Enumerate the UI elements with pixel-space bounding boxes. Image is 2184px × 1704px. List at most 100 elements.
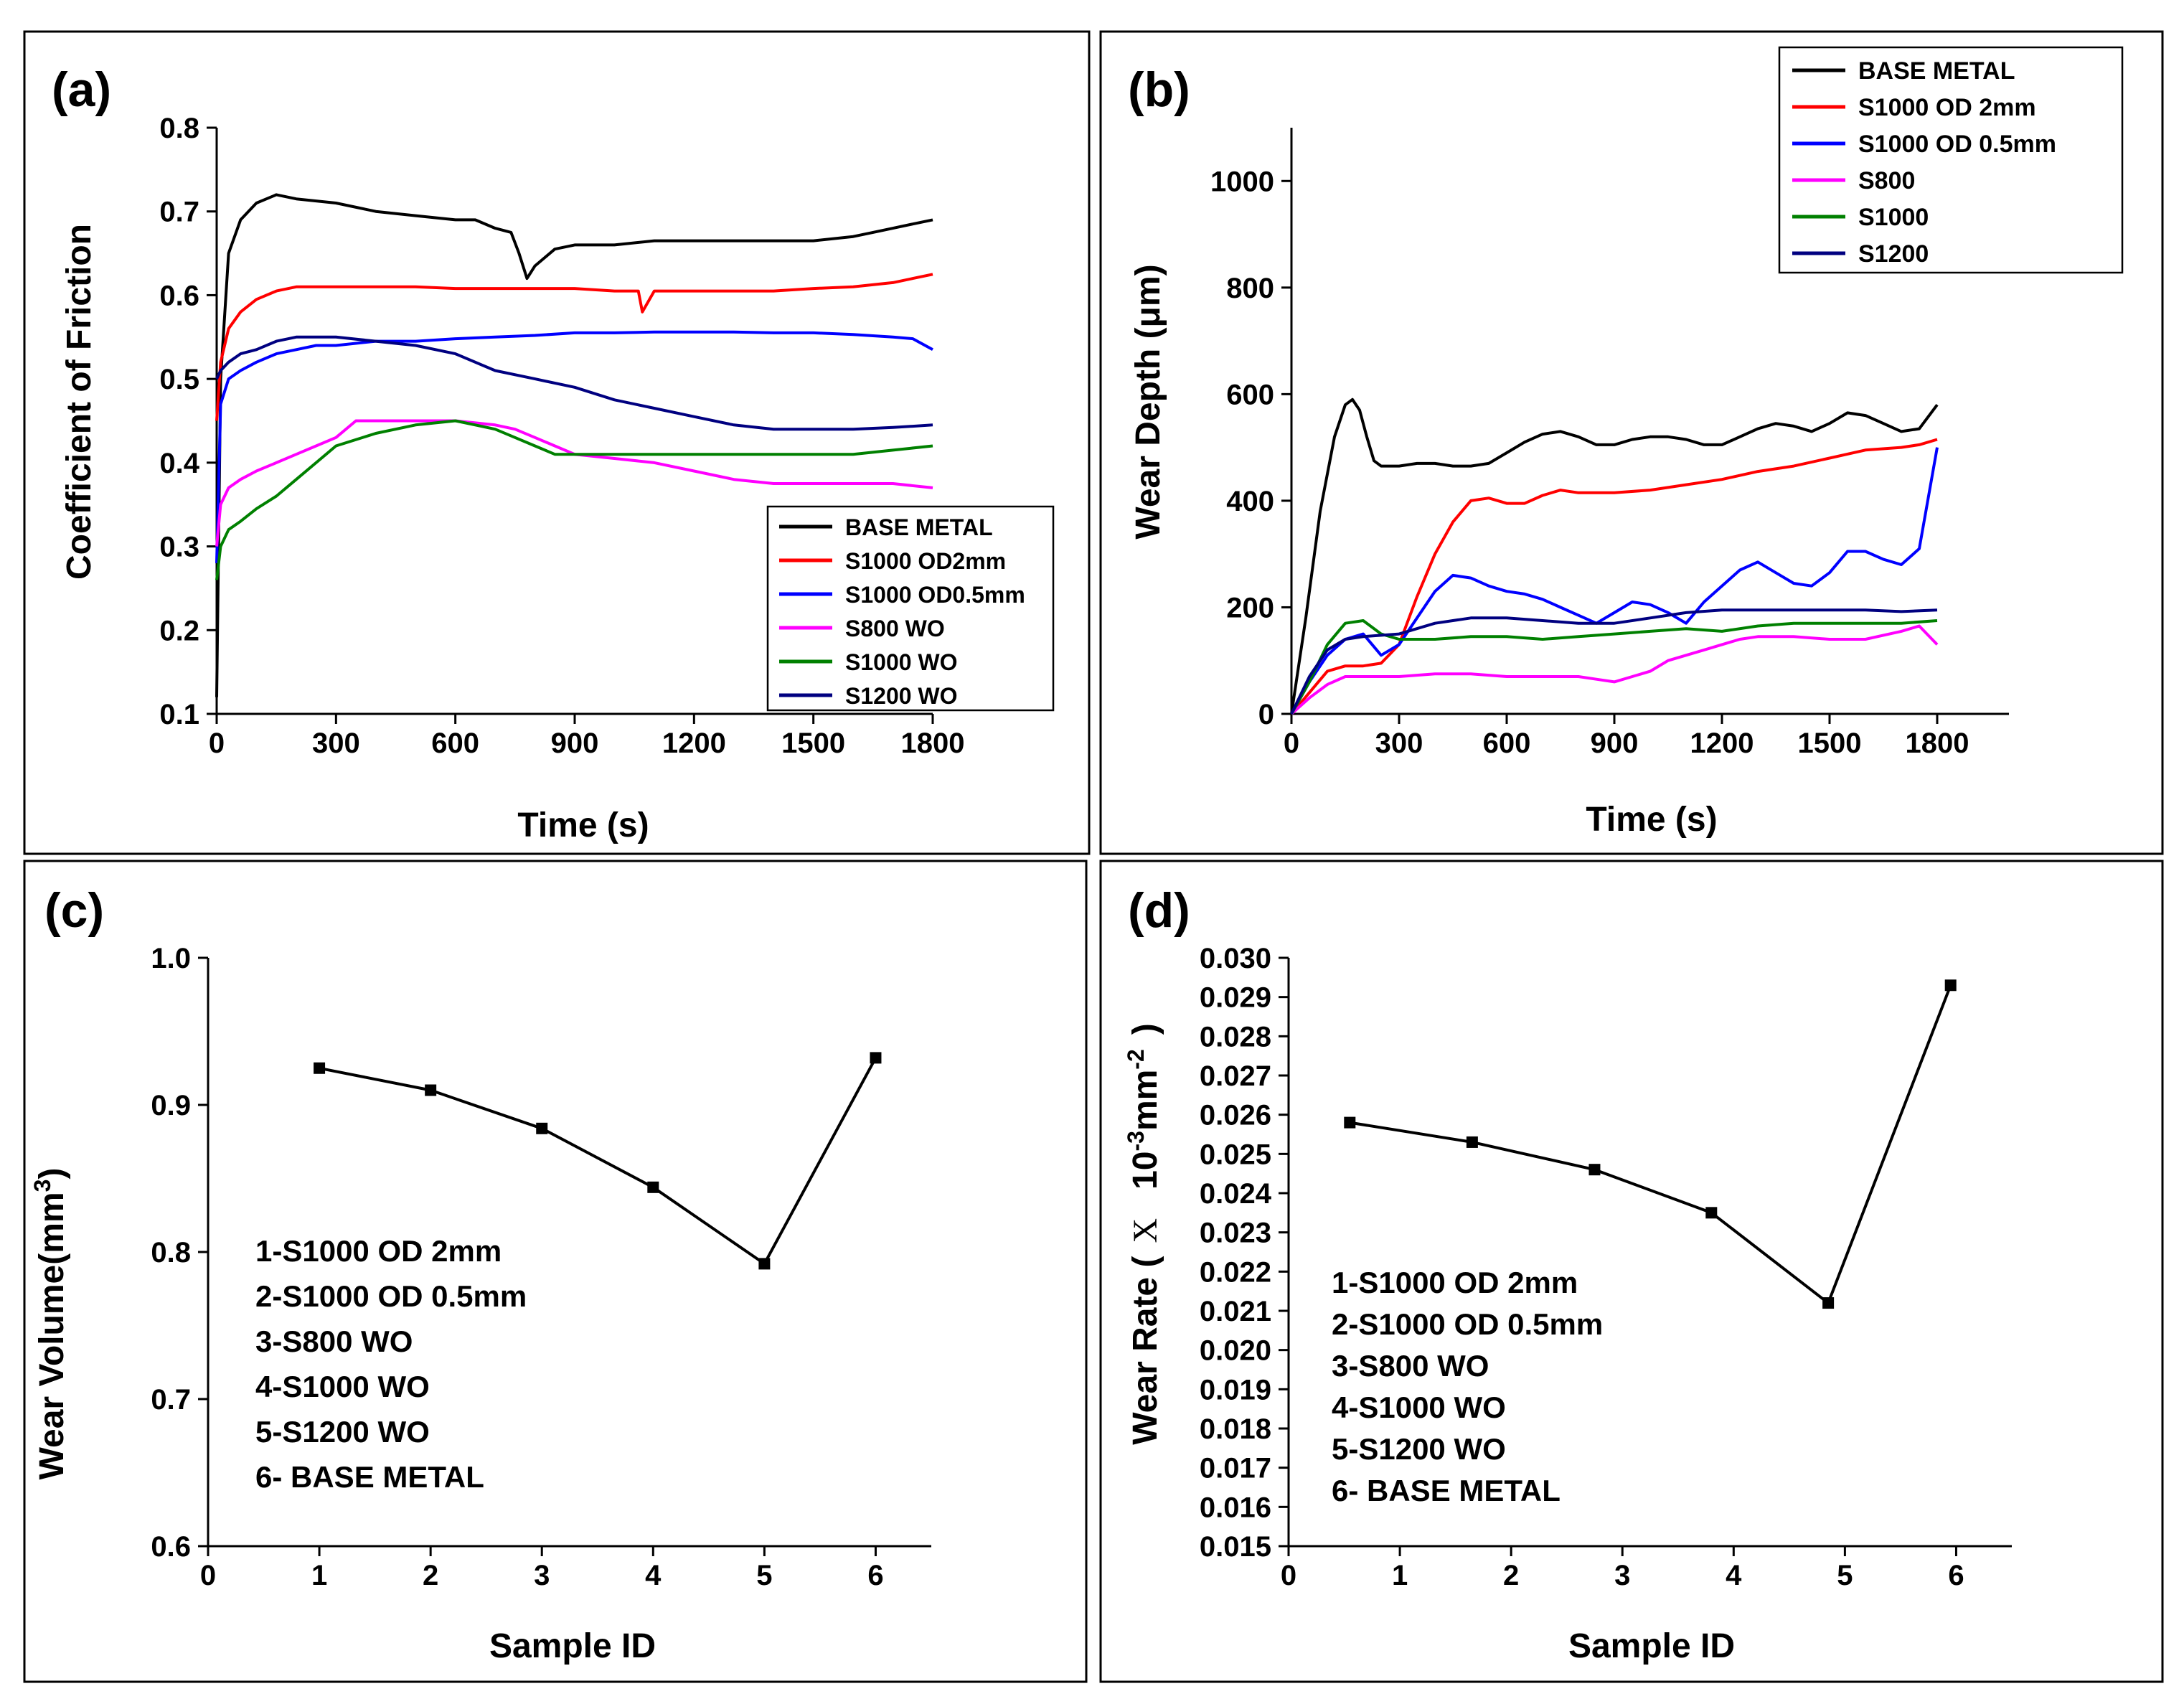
- panel-d-series-line: [1349, 984, 1952, 1305]
- panel-d-y-axis-title-x: X: [1126, 1218, 1164, 1243]
- panel-a-x-tick-label: 600: [431, 728, 479, 759]
- panel-b-series-s800: [1290, 624, 1939, 715]
- panel-d-point: [1588, 1164, 1601, 1176]
- panel-d-note: 3-S800 WO: [1332, 1349, 1489, 1383]
- panel-c-x-axis-title: Sample ID: [489, 1627, 656, 1665]
- panel-b-y-tick-label: 200: [1226, 592, 1274, 623]
- panel-c-x-tick-label: 2: [423, 1560, 438, 1591]
- panel-c-notes: 1-S1000 OD 2mm 2-S1000 OD 0.5mm 3-S800 WO 4…: [255, 1234, 527, 1494]
- panel-c-x-tick-label: 3: [534, 1560, 550, 1591]
- panel-d-point: [1344, 1116, 1356, 1129]
- panel-b-y-axis-title-unit: μm: [1129, 276, 1167, 327]
- panel-d-y-tick-label: 0.021: [1200, 1296, 1271, 1327]
- panel-c-y-axis-title-prefix: Wear Volume(mm: [33, 1192, 71, 1479]
- panel-b-legend-label-s1000-od-0-5mm: S1000 OD 0.5mm: [1858, 131, 2056, 158]
- panel-c-note: 3-S800 WO: [255, 1324, 413, 1358]
- panel-b-series-s1000-od-0-5mm: [1290, 447, 1939, 715]
- panel-c-note: 4-S1000 WO: [255, 1370, 430, 1403]
- panel-d-y-tick-label: 0.016: [1200, 1492, 1271, 1523]
- panel-d-point: [1944, 979, 1957, 992]
- panel-d-label: (d): [1128, 883, 1190, 938]
- panel-a-y-axis-title: Coefficient of Friction: [60, 224, 98, 580]
- panel-b-y-axis-title-suffix: ): [1129, 264, 1167, 276]
- panel-b-legend-box: [1778, 46, 2124, 274]
- panel-c-y-tick-label: 0.7: [151, 1384, 191, 1416]
- panel-d-note: 1-S1000 OD 2mm: [1332, 1266, 1578, 1299]
- panel-a-x-tick-label: 1800: [901, 728, 965, 759]
- panel-a-x-tick-label: 0: [209, 728, 225, 759]
- panel-d: (d) 0 1 2 3 4 5 6 0.015 0.016 0.017 0.018 0.019 0.02…: [1123, 883, 2012, 1665]
- panel-d-x-axis-title: Sample ID: [1568, 1627, 1735, 1665]
- panel-d-y-tick-label: 0.020: [1200, 1335, 1271, 1367]
- panel-b-x-tick-label: 1500: [1798, 728, 1862, 759]
- panel-b-legend-label-s1000: S1000: [1858, 204, 1929, 231]
- panel-d-series: [1344, 979, 1957, 1309]
- panel-c-note: 1-S1000 OD 2mm: [255, 1234, 502, 1268]
- panel-c-y-axis-title: Wear Volume(mm3): [29, 1168, 71, 1480]
- panel-b-legend-label-s1000-od-2mm: S1000 OD 2mm: [1858, 94, 2036, 121]
- panel-b-y-tick-label: 0: [1258, 699, 1274, 730]
- panel-b-legend-label-base-metal: BASE METAL: [1858, 57, 2015, 85]
- panel-a-axes: 0 300 600 900 1200 1500 1800 0.1 0.2 0.3 0.4 0.5 0.6…: [159, 113, 964, 759]
- panel-b-series-s1000: [1290, 619, 1938, 715]
- panel-c-note: 6- BASE METAL: [255, 1460, 484, 1494]
- panel-d-y-tick-label: 0.026: [1200, 1100, 1271, 1131]
- panel-b: (b) 0 300 600 900 1200 1500 1800 0 200 400 600 800 1…: [1128, 46, 2124, 839]
- panel-a-x-tick-label: 1200: [662, 728, 726, 759]
- panel-d-y-axis-title-mm: mm: [1126, 1070, 1164, 1131]
- panel-d-y-tick-label: 0.019: [1200, 1374, 1271, 1406]
- panel-d-point: [1705, 1207, 1718, 1219]
- panel-a: (a) 0 300 600 900 1200 1500 1800 0.1 0.2 0.3 0.4 0.…: [52, 62, 1055, 844]
- panel-d-y-tick-label: 0.030: [1200, 943, 1271, 974]
- panel-c-series: [314, 1052, 882, 1270]
- panel-a-y-tick-label: 0.7: [159, 197, 199, 228]
- panel-d-note: 5-S1200 WO: [1332, 1432, 1506, 1466]
- panel-d-y-tick-label: 0.027: [1200, 1060, 1271, 1092]
- panel-d-x-tick-label: 4: [1726, 1560, 1742, 1591]
- panel-a-series-s1000-od2mm: [215, 273, 933, 421]
- panel-d-y-tick-label: 0.022: [1200, 1256, 1271, 1288]
- panel-d-y-tick-label: 0.024: [1200, 1178, 1272, 1210]
- panel-a-series-base-metal: [215, 193, 933, 697]
- panel-a-legend-label-s1000-od2mm: S1000 OD2mm: [845, 548, 1006, 574]
- panel-d-x-tick-label: 5: [1837, 1560, 1853, 1591]
- panel-d-axes: 0 1 2 3 4 5 6 0.015 0.016 0.017 0.018 0.019 0.020 0.0…: [1200, 943, 2012, 1591]
- panel-d-point: [1822, 1297, 1835, 1309]
- panel-a-x-tick-label: 1500: [781, 728, 845, 759]
- panel-d-point: [1466, 1136, 1478, 1148]
- panel-d-x-tick-label: 6: [1948, 1560, 1964, 1591]
- panel-b-legend-label-s1200: S1200: [1858, 240, 1929, 268]
- panel-c-point: [536, 1122, 548, 1134]
- panel-c-note: 2-S1000 OD 0.5mm: [255, 1279, 527, 1313]
- panel-d-frame: [1099, 860, 2164, 1683]
- panel-d-y-axis-title: Wear Rate (X 10-3mm-2): [1123, 1023, 1164, 1445]
- panel-d-y-axis-title-sup2: -2: [1123, 1049, 1149, 1069]
- panel-a-y-tick-label: 0.1: [159, 699, 199, 730]
- panel-b-x-tick-label: 600: [1483, 728, 1531, 759]
- panel-a-label: (a): [52, 62, 111, 117]
- panel-c-frame: [23, 860, 1088, 1683]
- panel-b-y-axis-title-prefix: Wear Depth (: [1129, 327, 1167, 539]
- panel-a-x-tick-label: 300: [312, 728, 360, 759]
- panel-a-series-s1000-od0-5mm: [215, 330, 933, 563]
- panel-b-axes: 0 300 600 900 1200 1500 1800 0 200 400 600 800 1000: [1210, 128, 2009, 759]
- panel-b-series: [1290, 397, 1939, 715]
- panel-a-legend-label-s1000-wo: S1000 WO: [845, 649, 958, 675]
- panel-c-y-tick-label: 1.0: [151, 943, 191, 974]
- panel-a-y-tick-label: 0.8: [159, 113, 199, 144]
- panel-b-legend-label-s800: S800: [1858, 167, 1915, 194]
- panel-b-legend: BASE METAL S1000 OD 2mm S1000 OD 0.5mm S800…: [1778, 46, 2124, 274]
- panel-b-y-tick-label: 400: [1226, 486, 1274, 517]
- panel-d-note: 2-S1000 OD 0.5mm: [1332, 1307, 1603, 1341]
- panel-b-y-tick-label: 600: [1226, 379, 1274, 410]
- panel-c-x-tick-label: 5: [756, 1560, 772, 1591]
- panel-d-y-tick-label: 0.029: [1200, 982, 1271, 1014]
- panel-b-frame: [1099, 30, 2164, 855]
- panel-a-series-s800-wo: [215, 419, 933, 547]
- panel-b-y-tick-label: 1000: [1210, 166, 1274, 197]
- panel-b-y-tick-label: 800: [1226, 273, 1274, 304]
- panel-c-point: [425, 1084, 437, 1096]
- panel-b-series-base-metal: [1290, 397, 1939, 715]
- panel-c-x-tick-label: 1: [311, 1560, 327, 1591]
- panel-b-x-tick-label: 900: [1591, 728, 1639, 759]
